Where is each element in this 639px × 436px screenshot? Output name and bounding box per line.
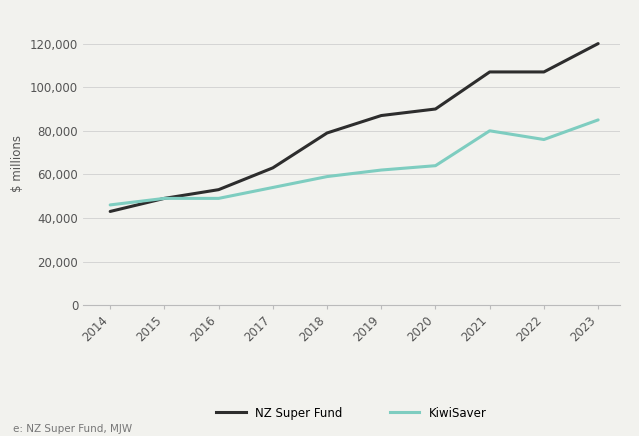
Y-axis label: $ millions: $ millions	[12, 135, 24, 192]
Legend: NZ Super Fund, KiwiSaver: NZ Super Fund, KiwiSaver	[212, 402, 491, 424]
Text: e: NZ Super Fund, MJW: e: NZ Super Fund, MJW	[13, 424, 132, 434]
